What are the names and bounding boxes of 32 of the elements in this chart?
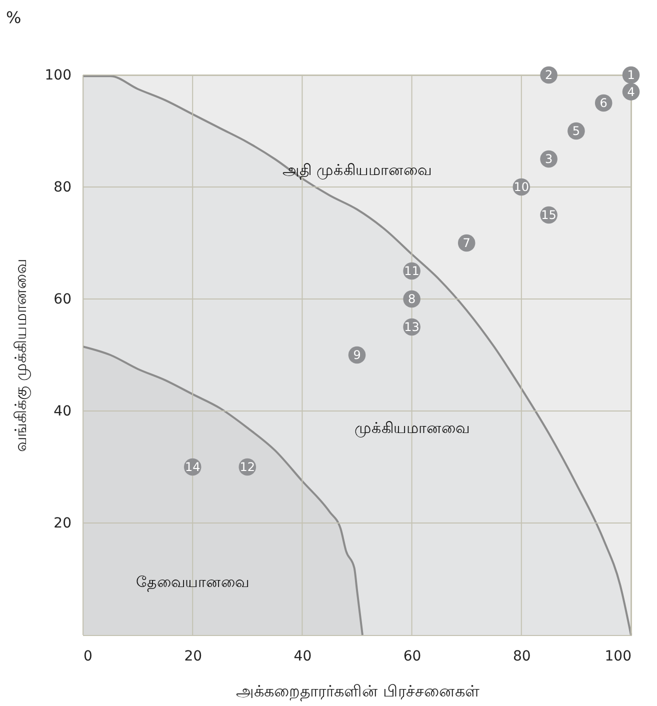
x-axis-title: அக்கறைதாரர்களின் பிரச்சனைகள் [236, 682, 480, 700]
annotation: 13 [404, 320, 420, 334]
text: % [6, 8, 22, 27]
y-tick-label: 20 [54, 516, 72, 532]
y-tick-label: 100 [44, 68, 72, 84]
annotation: 4 [627, 84, 635, 99]
x-tick-label: 0 [84, 648, 92, 664]
annotation: 1 [627, 68, 635, 82]
annotation: அதி முக்கியமானவை [282, 161, 432, 180]
x-tick-label: 100 [604, 648, 632, 664]
y-axis-title: வங்கிக்கு முக்கியமானவை [10, 258, 31, 452]
annotation: 10 [514, 180, 530, 194]
annotation: 15 [541, 208, 556, 222]
annotation: 5 [572, 124, 580, 138]
annotation: 11 [404, 264, 420, 278]
x-tick-label: 40 [294, 648, 312, 664]
series-label: முக்கியமானவை [354, 418, 470, 437]
y-tick-label: 40 [54, 404, 72, 420]
x-tick-label: 60 [403, 648, 422, 664]
y-tick-label: 60 [54, 292, 72, 308]
x-tick-label: 80 [512, 648, 531, 664]
annotation: 9 [353, 348, 361, 362]
x-tick-label: 20 [184, 648, 202, 664]
annotation: 14 [184, 460, 200, 474]
annotation: 3 [544, 152, 553, 166]
series-label: தேவையானவை [136, 572, 250, 591]
annotation: 2 [544, 68, 553, 82]
annotation: 6 [600, 96, 608, 110]
annotation: 12 [240, 460, 256, 474]
annotation: 7 [462, 236, 470, 250]
y-tick-label: 80 [54, 180, 72, 196]
annotation: 8 [408, 292, 416, 306]
